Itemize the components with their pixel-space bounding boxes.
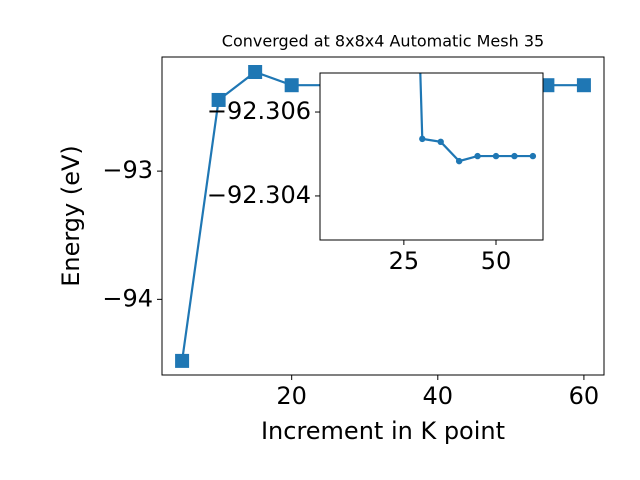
x-tick-label: 40 xyxy=(423,382,454,410)
chart-title: Converged at 8x8x4 Automatic Mesh 35 xyxy=(222,32,544,51)
axes-frame xyxy=(319,72,544,241)
x-tick-label: 50 xyxy=(481,247,512,275)
marker xyxy=(511,152,518,160)
marker xyxy=(437,138,444,146)
marker xyxy=(211,92,226,107)
x-tick-label: 20 xyxy=(276,382,307,410)
marker xyxy=(419,135,426,143)
marker xyxy=(284,78,299,93)
x-axis-label: Increment in K point xyxy=(261,417,505,445)
series xyxy=(419,73,537,165)
marker xyxy=(529,152,537,160)
marker xyxy=(540,78,555,93)
x-tick-label: 25 xyxy=(389,247,420,275)
y-axis-label: Energy (eV) xyxy=(57,145,85,287)
x-tick-label: 60 xyxy=(569,382,600,410)
marker xyxy=(248,65,263,80)
marker xyxy=(474,152,481,160)
marker xyxy=(175,353,190,368)
y-tick-label: −92.304 xyxy=(207,181,311,209)
y-tick-label: −93 xyxy=(102,156,153,184)
marker xyxy=(576,78,591,93)
marker xyxy=(492,152,500,160)
marker xyxy=(455,157,463,165)
y-tick-label: −92.306 xyxy=(207,97,311,125)
y-tick-label: −94 xyxy=(102,284,153,312)
axes-frame xyxy=(161,56,605,376)
